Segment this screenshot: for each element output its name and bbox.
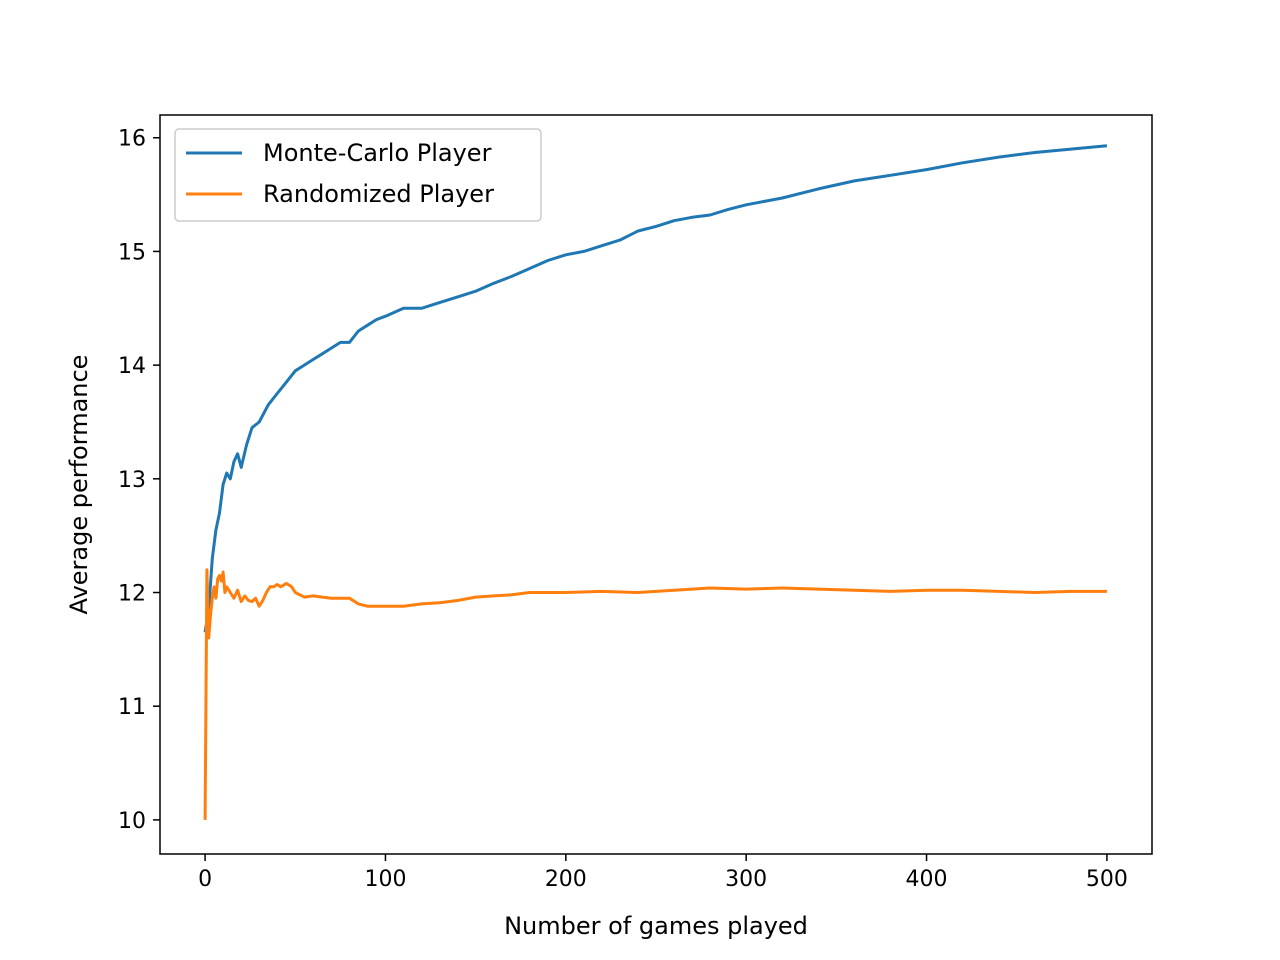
- x-axis: 0 100 200 300 400 500: [198, 854, 1128, 892]
- x-tick-label: 100: [364, 867, 406, 892]
- plot-frame: [159, 114, 1153, 855]
- legend-box: [174, 128, 542, 222]
- y-tick-label: 13: [118, 468, 146, 493]
- x-tick-label: 300: [725, 867, 767, 892]
- y-axis: 10 11 12 13 14 15 16: [118, 127, 160, 834]
- y-tick-label: 11: [118, 695, 146, 720]
- y-tick-label: 14: [118, 354, 146, 379]
- legend-label-monte-carlo: Monte-Carlo Player: [263, 139, 492, 167]
- x-tick-label: 400: [906, 867, 948, 892]
- series-line-monte-carlo: [203, 144, 1108, 633]
- y-tick-label: 16: [118, 127, 146, 152]
- x-tick-label: 0: [198, 867, 212, 892]
- x-axis-label: Number of games played: [504, 912, 808, 940]
- x-tick-label: 500: [1086, 867, 1128, 892]
- legend: Monte-Carlo Player Randomized Player: [174, 128, 542, 222]
- y-axis-label: Average performance: [65, 355, 93, 615]
- y-tick-label: 15: [118, 240, 146, 265]
- x-tick-label: 200: [545, 867, 587, 892]
- y-tick-label: 10: [118, 809, 146, 834]
- series-line-randomized: [203, 568, 1107, 820]
- y-tick-label: 12: [118, 582, 146, 607]
- legend-label-randomized: Randomized Player: [263, 180, 494, 208]
- plot-area: [203, 144, 1108, 820]
